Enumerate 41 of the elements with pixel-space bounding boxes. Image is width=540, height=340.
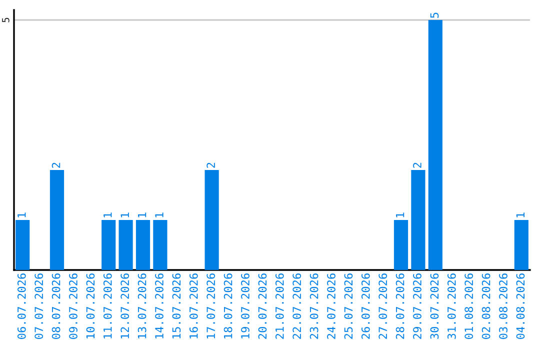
data-label: 2: [52, 162, 60, 168]
x-tick-label: 31.07.2026: [447, 273, 456, 339]
x-tick-label: 29.07.2026: [413, 273, 422, 339]
x-tick-label: 03.08.2026: [499, 273, 508, 339]
x-tick-label: 01.08.2026: [464, 273, 474, 339]
data-label: 1: [104, 212, 112, 218]
x-tick-label: 17.07.2026: [206, 273, 216, 338]
x-tick-label: 26.07.2026: [361, 273, 370, 339]
x-tick-label: 14.07.2026: [155, 273, 164, 338]
data-label: 2: [206, 162, 215, 168]
x-tick-label: 27.07.2026: [378, 273, 388, 339]
x-tick-label: 02.08.2026: [482, 273, 490, 339]
data-label: 1: [396, 212, 404, 218]
x-tick-label: 30.07.2026: [430, 273, 439, 339]
x-tick-label: 12.07.2026: [120, 273, 130, 338]
x-tick-label: 15.07.2026: [172, 273, 181, 338]
x-tick-label: 28.07.2026: [396, 273, 404, 339]
x-tick-label: 18.07.2026: [224, 273, 232, 338]
x-tick-label: 20.07.2026: [258, 273, 267, 339]
data-label: 1: [155, 212, 164, 218]
data-label: 1: [516, 212, 524, 218]
x-tick-label: 23.07.2026: [310, 273, 318, 339]
data-label: 1: [120, 212, 129, 218]
x-tick-label: 07.07.2026: [34, 273, 44, 339]
data-label: 5: [430, 12, 439, 18]
x-tick-label: 19.07.2026: [241, 273, 250, 338]
x-tick-label: 16.07.2026: [189, 273, 198, 338]
x-tick-label: 10.07.2026: [86, 273, 95, 338]
data-label: 2: [413, 162, 422, 168]
x-tick-label: 13.07.2026: [138, 273, 146, 338]
x-tick-label: 11.07.2026: [103, 273, 112, 338]
data-label: 1: [18, 212, 26, 218]
x-tick-label: 08.07.2026: [52, 273, 60, 339]
x-tick-label: 04.08.2026: [516, 273, 525, 339]
data-label: 1: [138, 212, 146, 218]
x-tick-label: 25.07.2026: [344, 273, 353, 339]
x-tick-label: 06.07.2026: [17, 273, 26, 339]
x-tick-label: 21.07.2026: [275, 273, 284, 339]
x-tick-label: 09.07.2026: [69, 273, 78, 339]
x-tick-label: 24.07.2026: [327, 273, 336, 339]
x-tick-label: 22.07.2026: [292, 273, 302, 339]
